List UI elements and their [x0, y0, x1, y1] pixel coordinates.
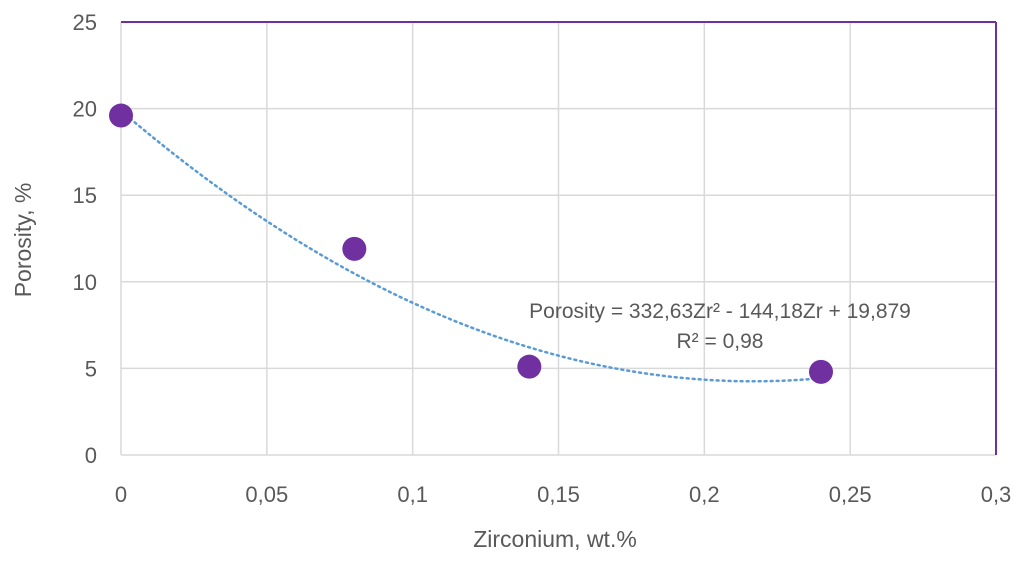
data-point [342, 236, 367, 261]
x-tick-label: 0,3 [981, 482, 1012, 507]
y-tick-label: 15 [73, 183, 97, 208]
y-tick-label: 0 [85, 443, 97, 468]
data-point [517, 354, 542, 379]
x-axis-title: Zirconium, wt.% [473, 526, 637, 552]
x-axis-ticks: 0 0,05 0,1 0,15 0,2 0,25 0,3 [115, 482, 1011, 507]
x-tick-label: 0,15 [537, 482, 580, 507]
x-tick-label: 0,05 [245, 482, 288, 507]
x-tick-label: 0,2 [689, 482, 720, 507]
trendline-equation: Porosity = 332,63Zr² - 144,18Zr + 19,879 [529, 300, 911, 323]
data-point [109, 103, 133, 128]
data-point [809, 359, 833, 384]
x-tick-label: 0 [115, 482, 127, 507]
y-tick-label: 5 [85, 356, 97, 381]
grid [120, 21, 997, 456]
trendline-path [119, 109, 823, 383]
plot-area [121, 21, 997, 455]
y-axis-title: Porosity, % [10, 183, 36, 298]
x-tick-label: 0,25 [829, 482, 872, 507]
trendline-r-squared: R² = 0,98 [677, 330, 764, 353]
y-axis-ticks: 0 5 10 15 20 25 [73, 10, 97, 468]
y-tick-label: 20 [73, 97, 97, 122]
y-tick-label: 25 [73, 10, 97, 35]
trendline [119, 109, 823, 383]
y-tick-label: 10 [73, 270, 97, 295]
x-tick-label: 0,1 [397, 482, 428, 507]
data-points [109, 103, 833, 384]
